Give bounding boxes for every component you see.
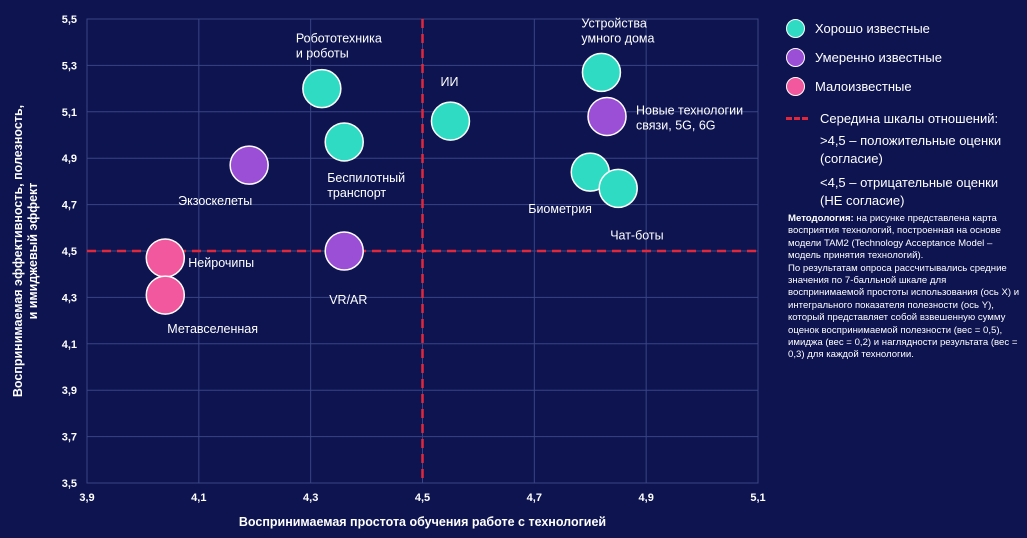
legend-item-well-known: Хорошо известные [786,14,1022,43]
y-tick-label: 5,5 [62,14,77,26]
legend-label: Малоизвестные [815,79,912,94]
legend-item-little-known: Малоизвестные [786,72,1022,101]
legend-dot-moderately-known [786,48,805,67]
data-point [324,231,364,271]
y-axis-title: Воспринимаемая эффективность, полезность… [11,105,40,397]
data-point [302,68,342,109]
data-label: ИИ [440,75,458,89]
data-point [145,275,186,315]
x-tick-label: 4,9 [639,492,654,504]
data-label: Беспилотный [327,171,405,185]
perception-map-chart: 3,9 4,1 4,3 4,5 4,7 4,9 5,1 3,5 3,7 3,9 4,1 4,3 4,5 4… [11,14,766,529]
data-point [587,96,627,137]
x-tick-label: 4,5 [415,492,430,504]
data-label: Биометрия [528,202,592,216]
legend-dot-well-known [786,19,805,38]
data-label: Метавселенная [167,322,258,336]
x-axis-title: Воспринимаемая простота обучения работе … [239,515,606,529]
y-axis-title-line: Воспринимаемая эффективность, полезность… [11,105,25,397]
legend: Хорошо известные Умеренно известные Мало… [786,14,1022,210]
y-tick-label: 4,1 [62,339,77,351]
data-point [430,101,471,141]
methodology-text-2: По результатам опроса рассчитывались сре… [788,262,1020,361]
legend-positive-note: >4,5 – положительные оценки (согласие) [820,133,1002,166]
legend-item-moderately-known: Умеренно известные [786,43,1022,72]
y-tick-label: 4,3 [62,292,77,304]
data-point [324,122,364,162]
methodology-text: на рисунке представлена карта восприятия… [788,213,1001,262]
data-label: VR/AR [329,293,367,307]
y-tick-label: 3,7 [62,432,77,444]
legend-dot-little-known [786,77,805,96]
data-label: Устройства [581,16,646,30]
data-label: Новые технологии [636,103,743,117]
data-point [229,145,269,185]
data-point [145,238,186,278]
y-tick-label: 5,3 [62,60,77,72]
data-point [598,168,638,209]
y-tick-label: 4,9 [62,153,77,165]
y-tick-label: 3,9 [62,385,77,397]
legend-label: Хорошо известные [815,21,930,36]
legend-midline-item: Середина шкалы отношений: [786,111,1022,126]
x-tick-label: 5,1 [750,492,765,504]
data-label: транспорт [327,186,386,200]
methodology-note: Методология: на рисунке представлена кар… [788,213,1020,362]
data-label: Чат-боты [610,228,663,242]
legend-negative-note: <4,5 – отрицательные оценки (НЕ согласие… [820,175,999,208]
x-tick-label: 4,7 [527,492,542,504]
data-label: умного дома [581,31,654,45]
data-label: и роботы [296,47,349,61]
legend-midline-label: Середина шкалы отношений: [820,111,999,126]
x-tick-label: 4,3 [303,492,318,504]
data-label: связи, 5G, 6G [636,118,715,132]
legend-label: Умеренно известные [815,50,942,65]
x-tick-label: 3,9 [79,492,94,504]
y-tick-label: 5,1 [62,107,77,119]
y-tick-label: 4,7 [62,200,77,212]
data-label: Робототехника [296,32,382,46]
y-tick-label: 3,5 [62,478,77,490]
y-tick-label: 4,5 [62,246,77,258]
legend-dashed-line [786,117,808,120]
data-label: Нейрочипы [188,256,254,270]
x-tick-label: 4,1 [191,492,206,504]
data-label: Экзоскелеты [178,194,252,208]
y-axis-title-line: и имиджевый эффект [26,183,40,320]
data-point [581,52,622,93]
methodology-title: Методология: [788,213,854,224]
